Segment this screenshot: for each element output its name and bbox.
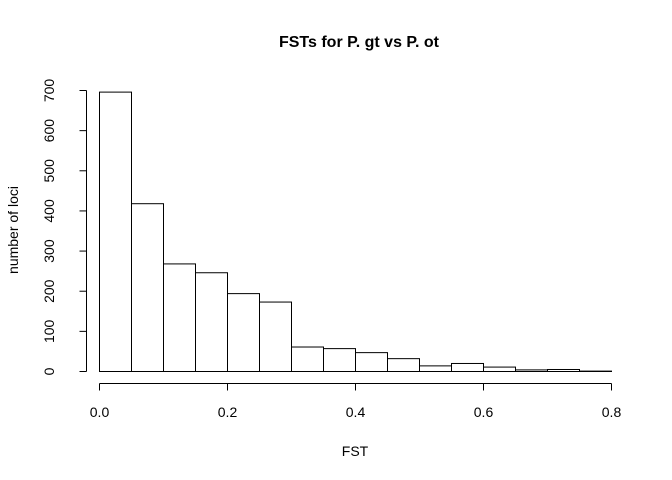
histogram-bar [227,293,260,373]
y-tick-label: 400 [41,199,57,223]
y-tick-label: 700 [41,79,57,103]
x-tick-label: 0.4 [346,404,366,420]
histogram-bar [355,352,388,372]
histogram-bar [451,362,484,373]
histogram-bar [195,272,228,372]
y-tick-label: 0 [41,367,57,375]
y-axis: 0 100 200 300 400 500 600 700 [41,79,87,375]
y-tick-label: 600 [41,119,57,143]
histogram-bar [387,358,420,373]
y-tick-label: 100 [41,319,57,343]
histogram-bar [99,91,132,372]
x-axis: 0.0 0.2 0.4 0.6 0.8 [90,383,622,420]
chart-title: FSTs for P. gt vs P. ot [279,34,440,51]
histogram-bar [483,366,516,373]
histogram-bar [131,203,164,372]
histogram-bar [515,369,548,373]
bars-group [99,91,612,373]
histogram-bar [323,348,356,372]
x-tick-label: 0.8 [602,404,622,420]
y-tick-label: 200 [41,279,57,303]
histogram-bar [547,368,580,373]
x-tick-label: 0.6 [474,404,494,420]
histogram-bar [291,346,324,372]
x-tick-label: 0.0 [90,404,110,420]
histogram-bar [419,365,452,373]
x-tick-label: 0.2 [218,404,238,420]
histogram-bar [163,263,196,372]
x-axis-label: FST [342,443,369,459]
y-tick-label: 300 [41,239,57,263]
y-tick-label: 500 [41,159,57,183]
y-axis-label: number of loci [5,186,21,274]
histogram-bar [259,301,292,372]
